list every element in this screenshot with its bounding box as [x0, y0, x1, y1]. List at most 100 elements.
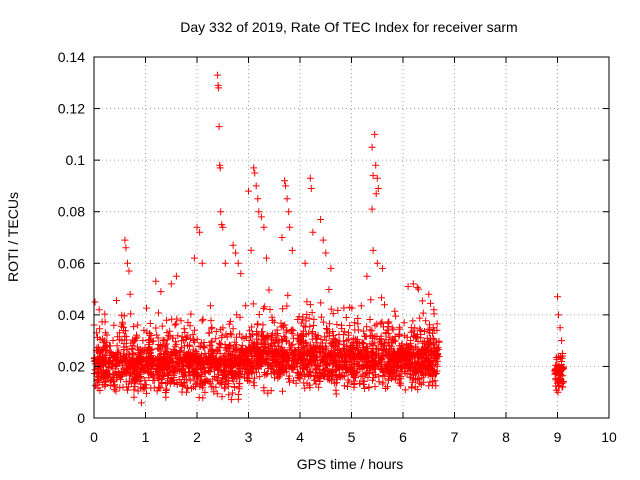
data-point [238, 341, 246, 349]
data-point [306, 356, 314, 364]
data-point [222, 363, 230, 371]
data-point [312, 331, 320, 339]
data-point [340, 328, 348, 336]
x-tick-label: 5 [348, 429, 356, 445]
data-point [225, 391, 233, 399]
data-point [393, 350, 401, 358]
data-point [294, 316, 302, 323]
data-point [327, 305, 335, 313]
data-point [114, 333, 122, 341]
data-point [195, 394, 203, 401]
data-point [128, 345, 136, 352]
data-point [369, 369, 377, 376]
x-tick-label: 7 [451, 429, 459, 445]
data-point [306, 301, 314, 309]
data-point [271, 374, 279, 382]
y-tick-label: 0.04 [58, 307, 85, 323]
data-point [236, 373, 244, 381]
data-point [121, 236, 129, 244]
data-point [317, 335, 325, 343]
data-point [354, 326, 362, 334]
data-point [287, 327, 295, 335]
data-point [228, 331, 236, 339]
data-point [363, 272, 371, 280]
data-point [208, 346, 216, 354]
data-point [363, 363, 371, 371]
data-point [227, 396, 235, 404]
data-point [420, 348, 428, 356]
data-point [368, 362, 376, 369]
y-tick-label: 0.06 [58, 255, 85, 271]
data-point [423, 334, 431, 342]
data-point [129, 357, 137, 365]
data-point [120, 353, 127, 361]
data-point [260, 305, 268, 313]
data-point [377, 361, 384, 369]
data-point [261, 344, 269, 351]
data-point [219, 223, 227, 231]
data-point [305, 329, 313, 337]
x-tick-label: 6 [399, 429, 407, 445]
data-point [250, 345, 258, 353]
data-point [236, 313, 244, 321]
data-point [303, 342, 311, 350]
data-point [354, 351, 362, 359]
data-point [307, 185, 315, 192]
data-point [315, 374, 323, 382]
data-point [278, 343, 286, 351]
data-point [171, 342, 179, 350]
data-point [313, 368, 321, 376]
data-point [186, 322, 194, 330]
data-point [386, 333, 394, 341]
data-point [206, 379, 214, 387]
data-point [134, 321, 142, 329]
data-point [130, 323, 138, 331]
data-point [356, 380, 364, 388]
data-point [112, 387, 120, 395]
data-point [250, 342, 258, 350]
data-point [207, 302, 214, 310]
data-point [317, 356, 325, 364]
data-point [251, 346, 259, 354]
data-point [265, 345, 273, 353]
data-point [238, 367, 246, 375]
data-point [164, 375, 172, 383]
data-point [317, 313, 325, 321]
data-point [406, 367, 414, 375]
data-point [311, 353, 319, 361]
data-point [100, 337, 108, 345]
data-point [178, 388, 186, 396]
y-axis-ticks: 0 0.02 0.04 0.06 0.08 0.1 0.12 0.14 [58, 49, 609, 426]
data-point [172, 272, 180, 280]
data-point [276, 371, 284, 379]
data-point [353, 336, 361, 344]
data-point [317, 299, 325, 307]
data-point [260, 348, 268, 356]
data-point [403, 333, 411, 341]
data-point [245, 187, 252, 195]
data-point [162, 365, 170, 373]
data-point [282, 182, 290, 190]
data-point [206, 364, 214, 372]
data-point [188, 384, 196, 392]
data-point [425, 355, 433, 363]
data-point [396, 344, 404, 352]
data-point [337, 371, 345, 379]
data-point [217, 379, 225, 386]
data-point [352, 370, 360, 378]
data-point [190, 375, 198, 383]
data-point [162, 389, 170, 396]
data-point [401, 364, 409, 372]
data-point [256, 359, 264, 367]
data-point [234, 395, 242, 403]
data-point [269, 353, 277, 361]
data-point [208, 337, 216, 345]
data-point [237, 270, 245, 278]
data-point [252, 182, 260, 190]
data-point [413, 283, 421, 291]
data-point [558, 383, 566, 391]
data-point [114, 349, 122, 356]
data-point [331, 335, 339, 343]
data-point [125, 364, 133, 372]
data-point [420, 378, 428, 386]
